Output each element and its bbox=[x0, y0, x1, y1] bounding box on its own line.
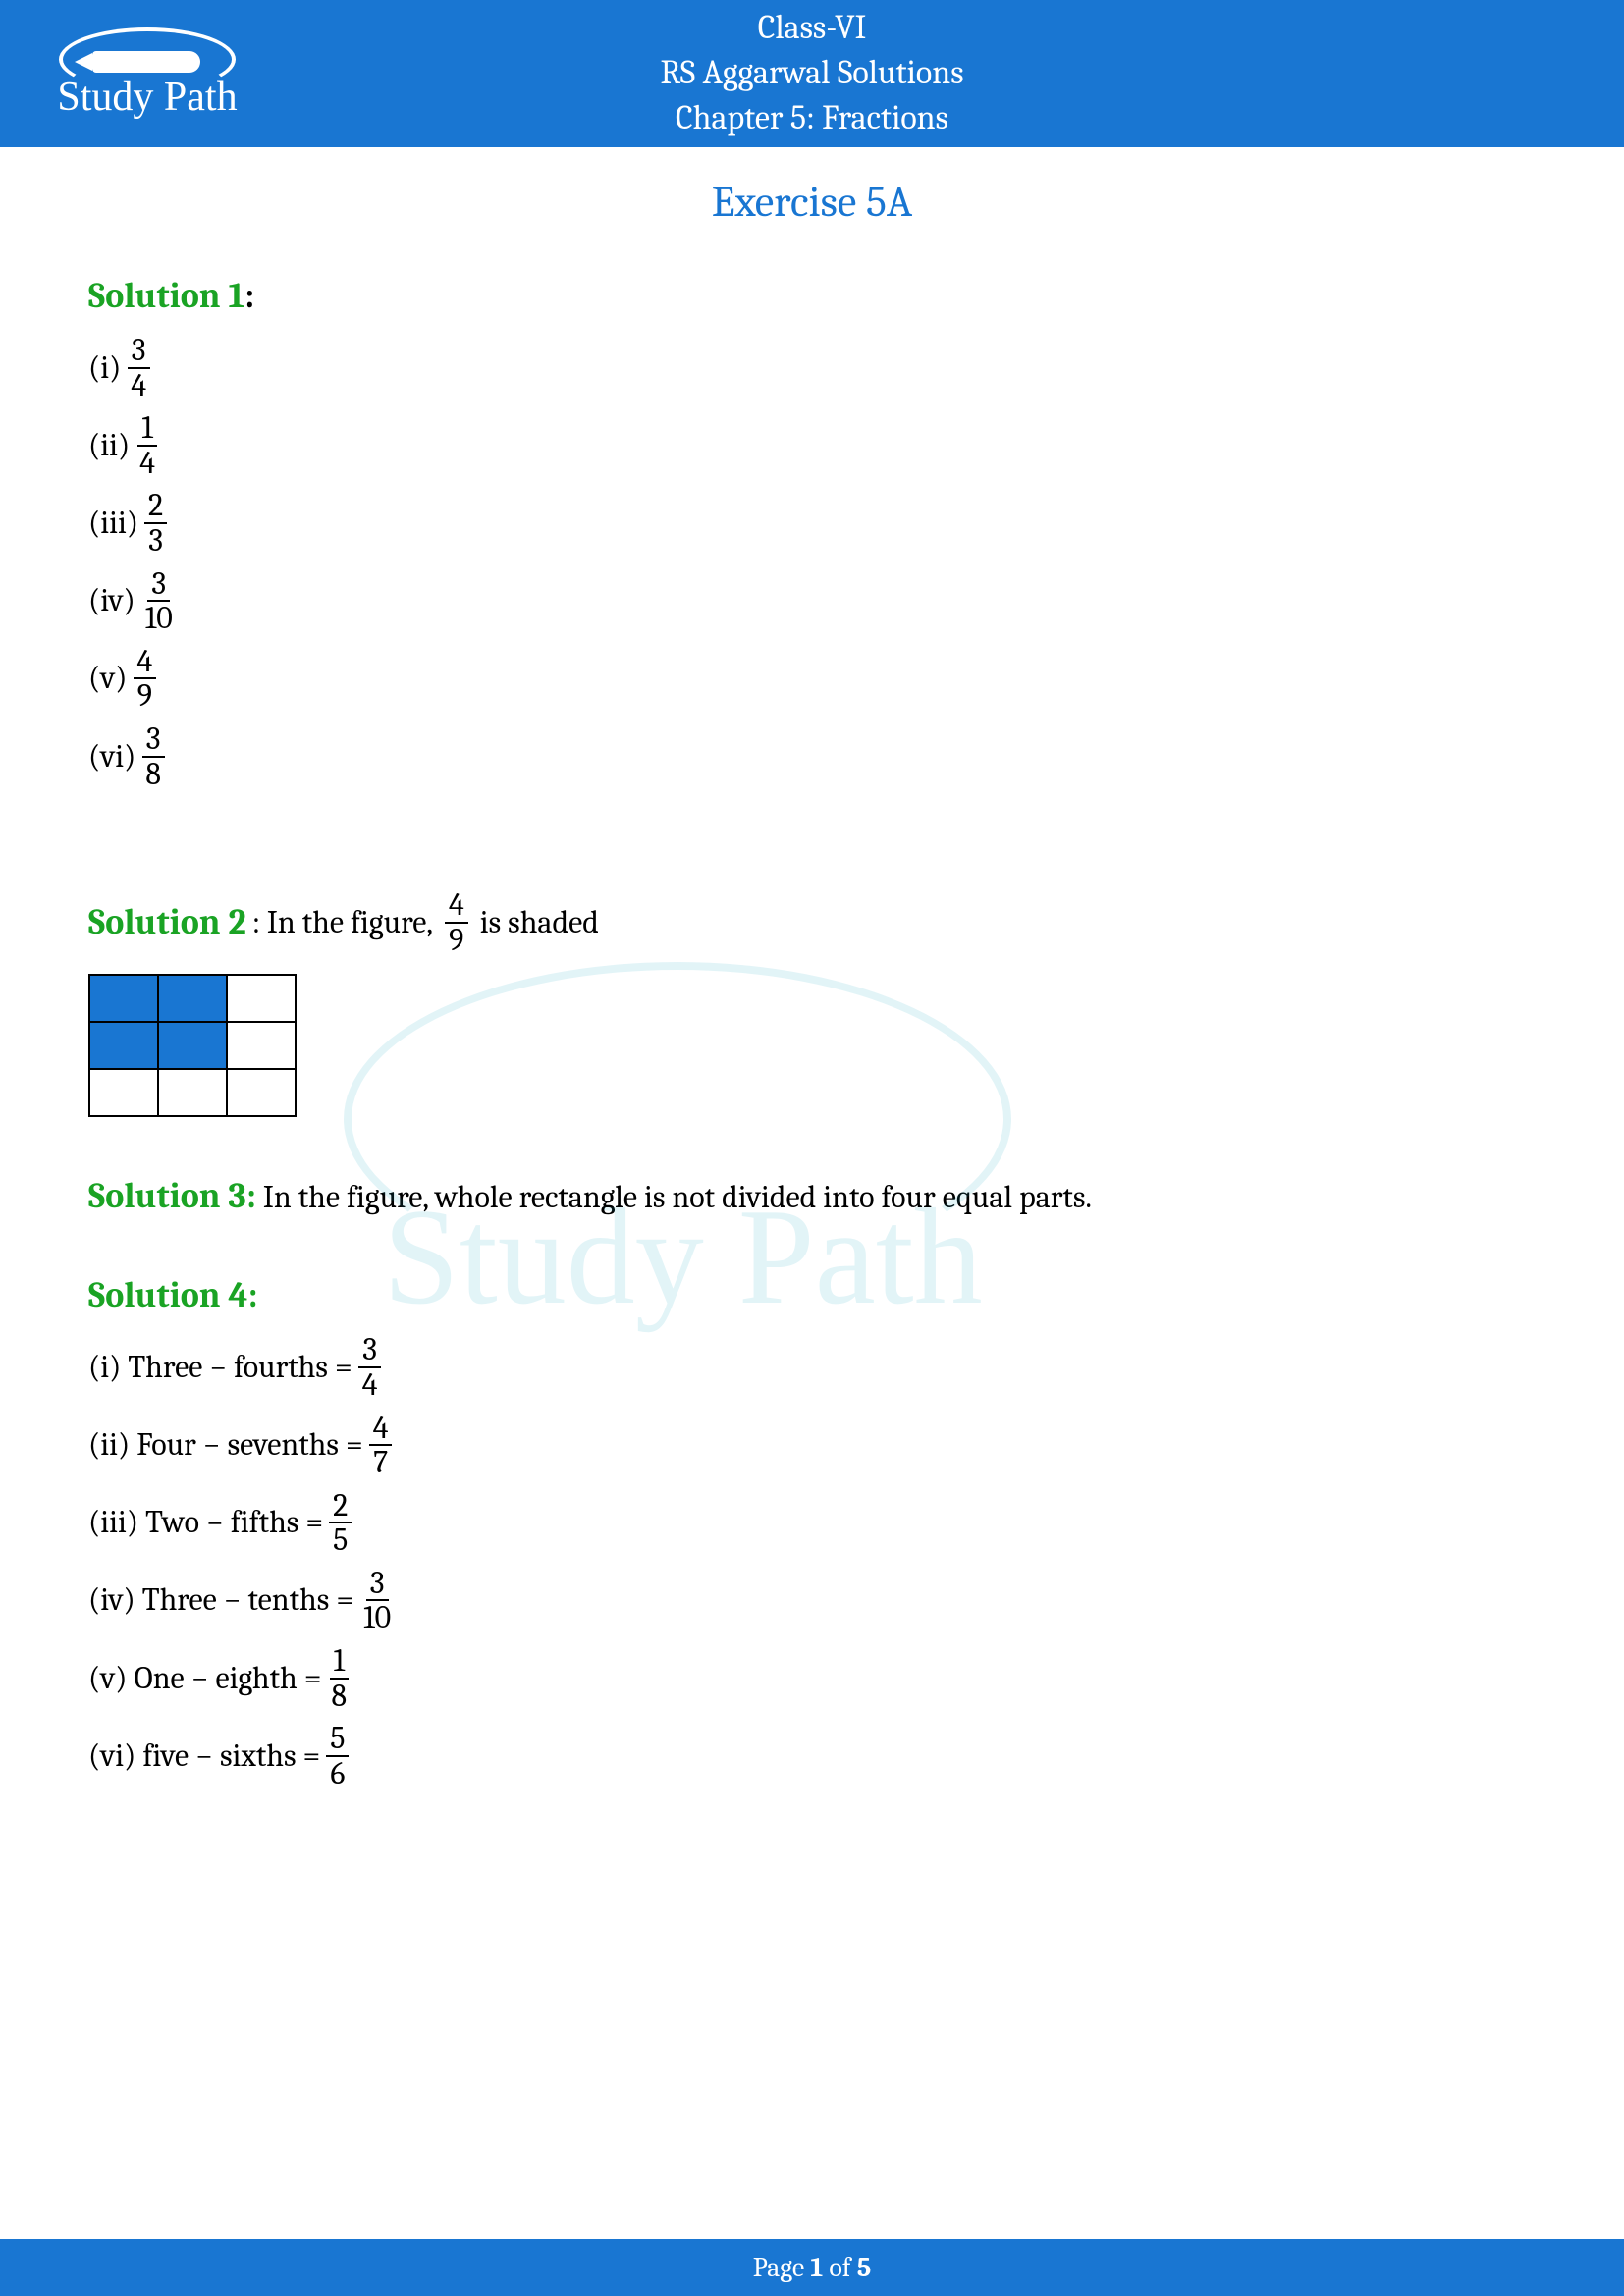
fraction-denominator: 4 bbox=[127, 369, 150, 402]
footer-prefix: Page bbox=[753, 2252, 811, 2283]
fraction: 34 bbox=[127, 334, 150, 401]
grid-cell-shaded bbox=[89, 1022, 158, 1069]
solution-2-fraction: 4 9 bbox=[445, 888, 468, 956]
solution-1-item: (iv) 310 bbox=[88, 567, 1536, 635]
solution-1-item: (ii) 14 bbox=[88, 411, 1536, 479]
solution-4-heading: Solution 4: bbox=[88, 1275, 1536, 1315]
item-label: (i) bbox=[88, 352, 121, 384]
solution-1-list: (i) 34(ii) 14(iii) 23(iv) 310(v) 49(vi) … bbox=[88, 334, 1536, 790]
solution-3-text: In the figure, whole rectangle is not di… bbox=[263, 1179, 1092, 1215]
fraction-denominator: 3 bbox=[144, 524, 167, 558]
item-label: (v) One − eighth = bbox=[88, 1663, 322, 1694]
item-label: (iv) bbox=[88, 585, 135, 616]
fraction: 18 bbox=[328, 1644, 352, 1712]
fraction-numerator: 1 bbox=[137, 411, 157, 447]
fraction-denominator: 4 bbox=[358, 1368, 382, 1402]
footer-middle: of bbox=[823, 2252, 857, 2283]
fraction: 25 bbox=[329, 1489, 352, 1557]
item-label: (iv) Three − tenths = bbox=[88, 1584, 353, 1616]
footer-total: 5 bbox=[857, 2252, 872, 2283]
grid-cell-shaded bbox=[158, 975, 227, 1022]
fraction-denominator: 6 bbox=[326, 1757, 349, 1790]
solution-1-item: (v) 49 bbox=[88, 645, 1536, 713]
fraction-denominator: 5 bbox=[329, 1523, 352, 1557]
solution-1-item: (i) 34 bbox=[88, 334, 1536, 401]
footer-page: 1 bbox=[810, 2252, 823, 2283]
header-line-3: Chapter 5: Fractions bbox=[0, 96, 1624, 141]
header-titles: Class-VI RS Aggarwal Solutions Chapter 5… bbox=[0, 6, 1624, 141]
grid-cell bbox=[89, 1069, 158, 1116]
fraction: 310 bbox=[359, 1567, 395, 1634]
solution-4-item: (i) Three − fourths =34 bbox=[88, 1333, 1536, 1401]
fraction-numerator: 5 bbox=[326, 1722, 349, 1757]
fraction-numerator: 3 bbox=[147, 567, 170, 603]
fraction: 34 bbox=[358, 1333, 382, 1401]
grid-cell bbox=[227, 975, 296, 1022]
fraction-numerator: 4 bbox=[445, 888, 468, 924]
grid-cell bbox=[227, 1022, 296, 1069]
solution-1-item: (vi) 38 bbox=[88, 722, 1536, 790]
solution-2-suffix: is shaded bbox=[480, 904, 599, 940]
solution-4-list: (i) Three − fourths =34(ii) Four − seven… bbox=[88, 1333, 1536, 1789]
solution-4-item: (ii) Four − sevenths =47 bbox=[88, 1412, 1536, 1479]
page-header: Study Path Class-VI RS Aggarwal Solution… bbox=[0, 0, 1624, 147]
fraction-numerator: 4 bbox=[369, 1412, 393, 1447]
solution-1-label: Solution 1 bbox=[88, 276, 244, 316]
fraction-denominator: 10 bbox=[141, 602, 177, 635]
solution-4-item: (v) One − eighth =18 bbox=[88, 1644, 1536, 1712]
solution-3-heading: Solution 3: bbox=[88, 1176, 256, 1216]
fraction-denominator: 8 bbox=[328, 1680, 352, 1713]
fraction-denominator: 9 bbox=[445, 924, 467, 957]
fraction-numerator: 3 bbox=[358, 1333, 381, 1368]
fraction-numerator: 2 bbox=[329, 1489, 352, 1524]
item-label: (ii) bbox=[88, 430, 130, 461]
solution-4-item: (iii) Two − fifths =25 bbox=[88, 1489, 1536, 1557]
fraction-denominator: 9 bbox=[134, 679, 156, 713]
fraction: 23 bbox=[144, 489, 167, 557]
grid-cell-shaded bbox=[158, 1022, 227, 1069]
grid-cell bbox=[227, 1069, 296, 1116]
fraction-numerator: 3 bbox=[142, 722, 165, 758]
header-line-2: RS Aggarwal Solutions bbox=[0, 51, 1624, 96]
solution-1-item: (iii) 23 bbox=[88, 489, 1536, 557]
item-label: (ii) Four − sevenths = bbox=[88, 1429, 363, 1461]
item-label: (iii) Two − fifths = bbox=[88, 1507, 323, 1538]
fraction-numerator: 3 bbox=[128, 334, 150, 369]
fraction-denominator: 10 bbox=[359, 1601, 395, 1634]
solution-2-heading: Solution 2 bbox=[88, 902, 246, 942]
fraction-numerator: 1 bbox=[330, 1644, 350, 1680]
fraction: 14 bbox=[135, 411, 159, 479]
item-label: (i) Three − fourths = bbox=[88, 1352, 352, 1383]
fraction-denominator: 4 bbox=[135, 447, 159, 480]
solution-2-prefix: : In the figure, bbox=[252, 904, 433, 940]
fraction: 38 bbox=[141, 722, 165, 790]
solution-4-item: (vi) five − sixths =56 bbox=[88, 1722, 1536, 1789]
item-label: (vi) bbox=[88, 741, 135, 773]
fraction: 310 bbox=[141, 567, 177, 635]
fraction-denominator: 7 bbox=[369, 1446, 392, 1479]
item-label: (iii) bbox=[88, 507, 138, 539]
page-content: Solution 1: (i) 34(ii) 14(iii) 23(iv) 31… bbox=[0, 276, 1624, 1789]
fraction: 47 bbox=[369, 1412, 393, 1479]
exercise-title: Exercise 5A bbox=[0, 177, 1624, 227]
solution-1-heading: Solution 1: bbox=[88, 276, 1536, 316]
item-label: (vi) five − sixths = bbox=[88, 1740, 320, 1772]
fraction-numerator: 2 bbox=[144, 489, 167, 524]
fraction-numerator: 3 bbox=[366, 1567, 389, 1602]
fraction-denominator: 8 bbox=[141, 758, 165, 791]
fraction: 56 bbox=[326, 1722, 349, 1789]
fraction: 49 bbox=[134, 645, 157, 713]
solution-3-line: Solution 3: In the figure, whole rectang… bbox=[88, 1176, 1536, 1216]
grid-cell bbox=[158, 1069, 227, 1116]
colon: : bbox=[244, 276, 254, 316]
solution-2-line: Solution 2 : In the figure, 4 9 is shade… bbox=[88, 888, 1536, 956]
header-line-1: Class-VI bbox=[0, 6, 1624, 51]
solution-4-item: (iv) Three − tenths =310 bbox=[88, 1567, 1536, 1634]
fraction-numerator: 4 bbox=[134, 645, 157, 680]
fraction-grid-figure bbox=[88, 974, 297, 1117]
page-footer: Page 1 of 5 bbox=[0, 2239, 1624, 2296]
item-label: (v) bbox=[88, 663, 128, 694]
grid-cell-shaded bbox=[89, 975, 158, 1022]
